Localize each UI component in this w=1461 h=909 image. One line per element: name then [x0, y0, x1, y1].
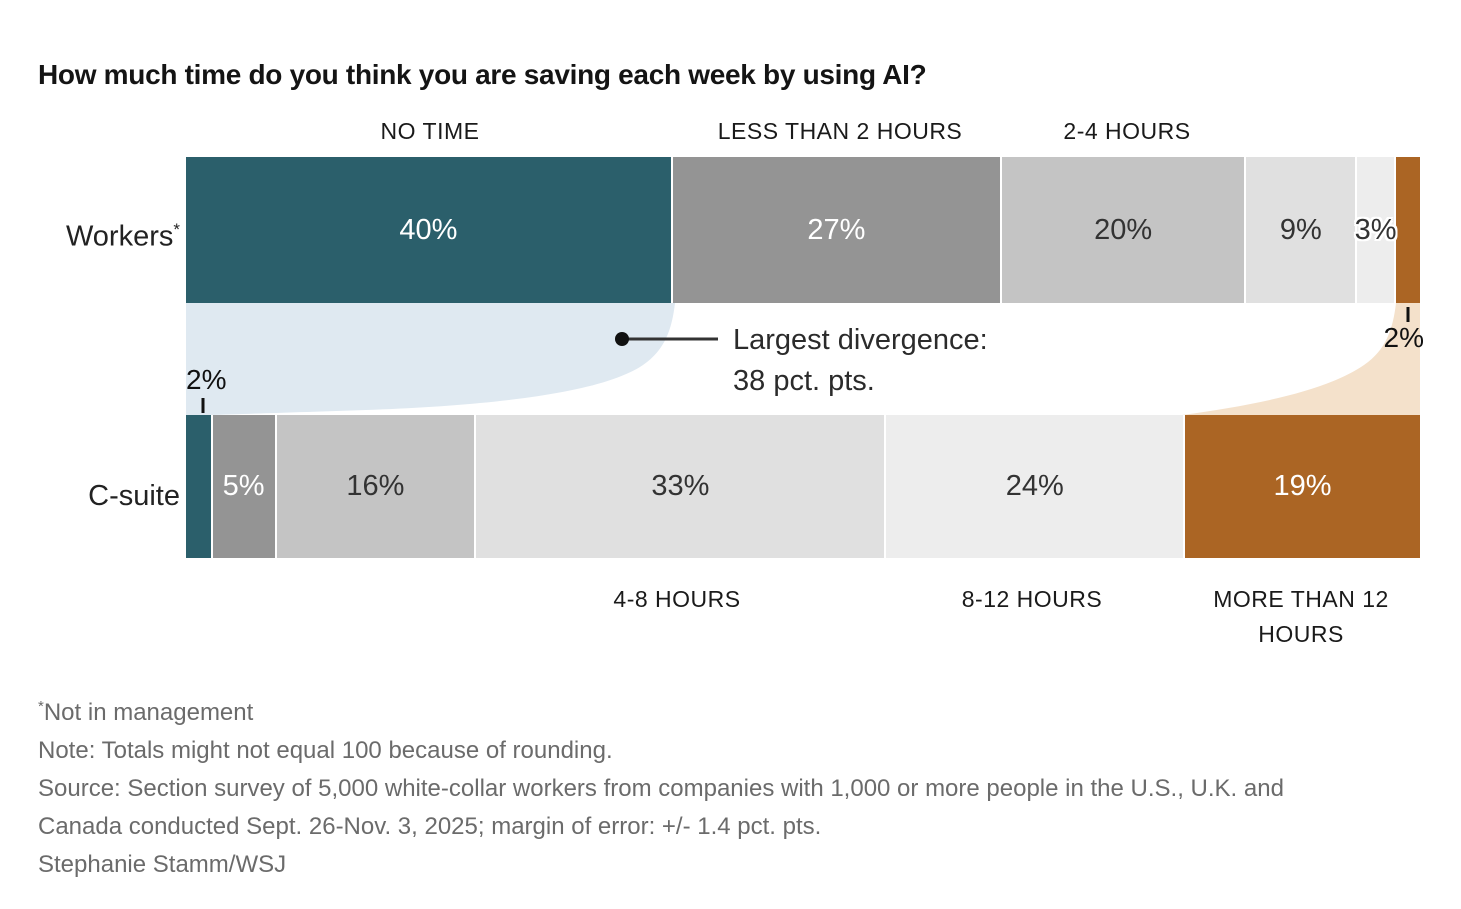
segment-value-label: 3%	[1354, 213, 1397, 246]
workers-segment-4-8-hours: 9%	[1246, 157, 1356, 303]
csuite-segment-no-time	[186, 415, 211, 558]
annotation-largest-divergence: Largest divergence: 38 pct. pts.	[733, 320, 988, 402]
footnote-source: Source: Section survey of 5,000 white-co…	[38, 775, 1284, 840]
segment-value-label: 40%	[399, 213, 458, 246]
row-label-workers: Workers*	[0, 220, 180, 254]
footnote-asterisk-line: *Not in management	[38, 688, 1348, 732]
workers-bar: 40% 27% 20% 9% 3%	[186, 157, 1420, 303]
category-label-2-4-hours: 2-4 HOURS	[1063, 118, 1191, 144]
segment-value-label: 5%	[222, 470, 265, 502]
footnote-asterisk: *	[38, 698, 44, 715]
workers-segment-more-than-12-hours	[1395, 157, 1420, 303]
flow-more-than-12-hours	[1182, 303, 1420, 415]
category-label-more-than-12-hours: MORE THAN 12 HOURS	[1213, 586, 1389, 647]
segment-value-label: 33%	[651, 470, 710, 502]
annotation-line-1: Largest divergence:	[733, 324, 988, 356]
csuite-segment-more-than-12-hours: 19%	[1185, 415, 1420, 558]
category-label-4-8-hours: 4-8 HOURS	[613, 586, 741, 612]
workers-segment-less-than-2-hours: 27%	[672, 157, 1000, 303]
csuite-no-time-outside-label: 2%	[186, 364, 227, 395]
row-label-c-suite-text: C-suite	[88, 480, 180, 512]
footnote-credit: Stephanie Stamm/WSJ	[38, 851, 287, 878]
csuite-segment-8-12-hours: 24%	[886, 415, 1184, 558]
category-label-less-than-2-hours: LESS THAN 2 HOURS	[717, 118, 963, 144]
chart-title: How much time do you think you are savin…	[38, 58, 927, 90]
category-label-8-12-hours: 8-12 HOURS	[961, 586, 1103, 612]
workers-more-than-12-outside-label: 2%	[1383, 322, 1424, 353]
segment-value-label: 20%	[1094, 213, 1153, 246]
footnote-not-in-management: Not in management	[43, 699, 254, 726]
c-suite-bar: 5% 16% 33% 24% 19%	[186, 415, 1420, 558]
segment-value-label: 24%	[1005, 470, 1064, 502]
category-label-no-time: NO TIME	[380, 118, 480, 144]
annotation-line-2: 38 pct. pts.	[733, 365, 875, 397]
workers-asterisk: *	[173, 220, 180, 239]
footnote-rounding-note: Note: Totals might not equal 100 because…	[38, 737, 613, 764]
footnotes: *Not in management Note: Totals might no…	[38, 688, 1348, 884]
segment-value-label: 19%	[1273, 470, 1332, 502]
flow-connectors	[186, 303, 1420, 415]
workers-segment-8-12-hours: 3%	[1355, 157, 1397, 303]
row-label-workers-text: Workers	[65, 220, 174, 253]
segment-value-label: 9%	[1279, 213, 1322, 246]
csuite-segment-2-4-hours: 16%	[276, 415, 475, 558]
segment-value-label: 27%	[807, 213, 866, 246]
workers-segment-no-time: 40%	[186, 157, 671, 303]
flow-no-time	[186, 303, 675, 415]
annotation-dot	[615, 332, 629, 346]
segment-value-label: 16%	[346, 470, 405, 502]
csuite-segment-4-8-hours: 33%	[476, 415, 885, 558]
row-label-c-suite: C-suite	[0, 480, 180, 513]
workers-segment-2-4-hours: 20%	[1001, 157, 1245, 303]
csuite-segment-less-than-2-hours: 5%	[212, 415, 275, 558]
